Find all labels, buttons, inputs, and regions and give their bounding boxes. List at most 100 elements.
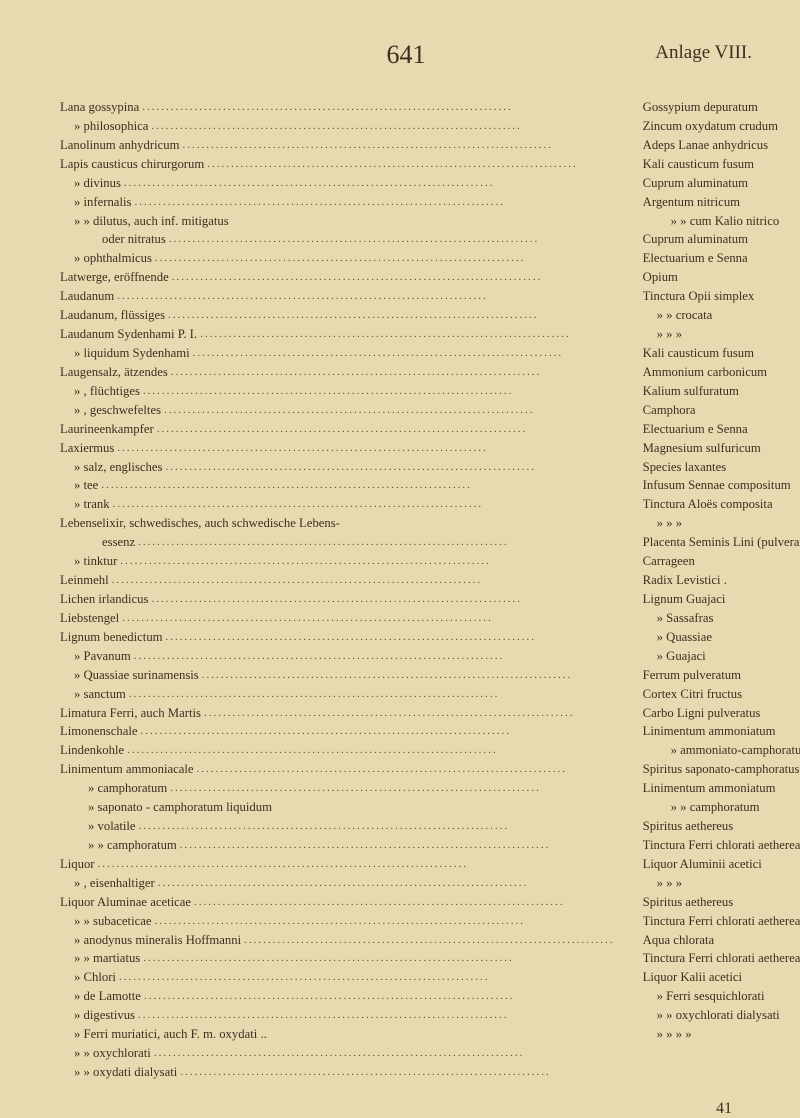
entry-text: Tinctura Ferri chlorati aetherea [643,949,800,968]
entry-text: Cortex Citri fructus [643,685,742,704]
entry-text: Lana gossypina [60,98,139,117]
leader-dots [116,969,615,987]
index-entry: Leinmehl [60,571,615,590]
entry-text: » » oxydati dialysati [74,1063,177,1082]
entry-text: » » crocata [657,306,713,325]
entry-text: Species laxantes [643,458,727,477]
entry-text: » ophthalmicus [74,249,152,268]
index-entry: Aqua chlorata [643,931,800,950]
entry-text: » volatile [88,817,136,836]
leader-dots [155,875,615,893]
leader-dots [135,1007,615,1025]
entry-text: Limatura Ferri, auch Martis [60,704,201,723]
index-entry: » Ferri sesquichlorati [643,987,800,1006]
entry-text: Lichen irlandicus [60,590,148,609]
entry-text: Placenta Seminis Lini (pulverata) [643,533,800,552]
index-entry: » » » [643,514,800,533]
entry-text: » » » » [657,1025,692,1044]
leader-dots [154,421,615,439]
index-entry: Limatura Ferri, auch Martis [60,704,615,723]
entry-text: Laudanum, flüssiges [60,306,165,325]
entry-text: Cuprum aluminatum [643,174,748,193]
index-entry: Laudanum Sydenhami P. I. [60,325,615,344]
entry-text: Laugensalz, ätzendes [60,363,168,382]
entry-text: oder nitratus [102,230,166,249]
leader-dots [119,610,614,628]
entry-text: Gossypium depuratum [643,98,758,117]
index-entry: » camphoratum [60,779,615,798]
entry-text: » anodynus mineralis Hoffmanni [74,931,241,950]
entry-text: » ammoniato-camphoratum [671,741,800,760]
index-entry: » » oxychlorati dialysati [643,1006,800,1025]
entry-text: » liquidum Sydenhami [74,344,190,363]
entry-text: » , geschwefeltes [74,401,161,420]
index-entry: Lignum benedictum [60,628,615,647]
leader-dots [126,686,615,704]
index-entry: Radix Levistici . [643,571,800,590]
entry-text: » camphoratum [88,779,167,798]
index-entry: Lana gossypina [60,98,615,117]
index-entry: » ammoniato-camphoratum [643,741,800,760]
entry-text: » philosophica [74,117,148,136]
entry-text: Camphora [643,401,696,420]
entry-text: Carbo Ligni pulveratus [643,704,761,723]
leader-dots [161,402,615,420]
index-entry: Kali causticum fusum [643,155,800,174]
index-entry: » » » » [643,1025,800,1044]
entry-text: Tinctura Ferri chlorati aetherea [643,836,800,855]
entry-text: » Pavanum [74,647,131,666]
index-entry: essenz [60,533,615,552]
index-entry: Lignum Guajaci [643,590,800,609]
entry-text: Spiritus aethereus [643,817,734,836]
index-entry: » Sassafras [643,609,800,628]
entry-text: Laudanum [60,287,114,306]
entry-text: Liebstengel [60,609,119,628]
index-entry: Camphora [643,401,800,420]
index-entry: Argentum nitricum [643,193,800,212]
entry-text: Tinctura Aloës composita [643,495,773,514]
index-entry: » , eisenhaltiger [60,874,615,893]
entry-text: » saponato - camphoratum liquidum [88,798,272,817]
index-entry: Adeps Lanae anhydricus [643,136,800,155]
index-entry: » saponato - camphoratum liquidum [60,798,615,817]
index-entry: Linimentum ammoniacale [60,760,615,779]
index-entry: Placenta Seminis Lini (pulverata) [643,533,800,552]
index-entry: Lapis causticus chirurgorum [60,155,615,174]
leader-dots [131,194,614,212]
entry-text: Kali causticum fusum [643,155,754,174]
index-entry: » ophthalmicus [60,249,615,268]
entry-text: » Quassiae surinamensis [74,666,199,685]
index-entry: » Chlori [60,968,615,987]
entry-text: » Sassafras [657,609,714,628]
index-entry: » Quassiae surinamensis [60,666,615,685]
index-entry: Latwerge, eröffnende [60,268,615,287]
entry-text: Lanolinum anhydricum [60,136,179,155]
index-entry: Electuarium e Senna [643,420,800,439]
entry-text: » » » [657,325,682,344]
entry-text: » » oxychlorati [74,1044,151,1063]
index-entry: » » crocata [643,306,800,325]
entry-text: » » oxychlorati dialysati [657,1006,780,1025]
index-entry: Tinctura Ferri chlorati aetherea [643,949,800,968]
entry-text: » Quassiae [657,628,712,647]
index-entry: » de Lamotte [60,987,615,1006]
index-entry: » Pavanum [60,647,615,666]
index-entry: Laudanum [60,287,615,306]
entry-text: » sanctum [74,685,126,704]
entry-text: » tinktur [74,552,117,571]
entry-text: » » » [657,874,682,893]
leader-dots [163,629,615,647]
index-entry: » volatile [60,817,615,836]
index-entry: » » dilutus, auch inf. mitigatus [60,212,615,231]
index-entry: » philosophica [60,117,615,136]
leader-dots [139,99,614,117]
entry-text: Spiritus saponato-camphoratus [643,760,800,779]
entry-text: Lebenselixir, schwedisches, auch schwedi… [60,514,340,533]
leader-dots [98,477,614,495]
index-entry: Magnesium sulfuricum [643,439,800,458]
index-entry: Species laxantes [643,458,800,477]
leader-dots [204,156,614,174]
leader-dots [340,515,615,533]
entry-text: Liquor [60,855,95,874]
entry-text: Linimentum ammoniatum [643,722,776,741]
